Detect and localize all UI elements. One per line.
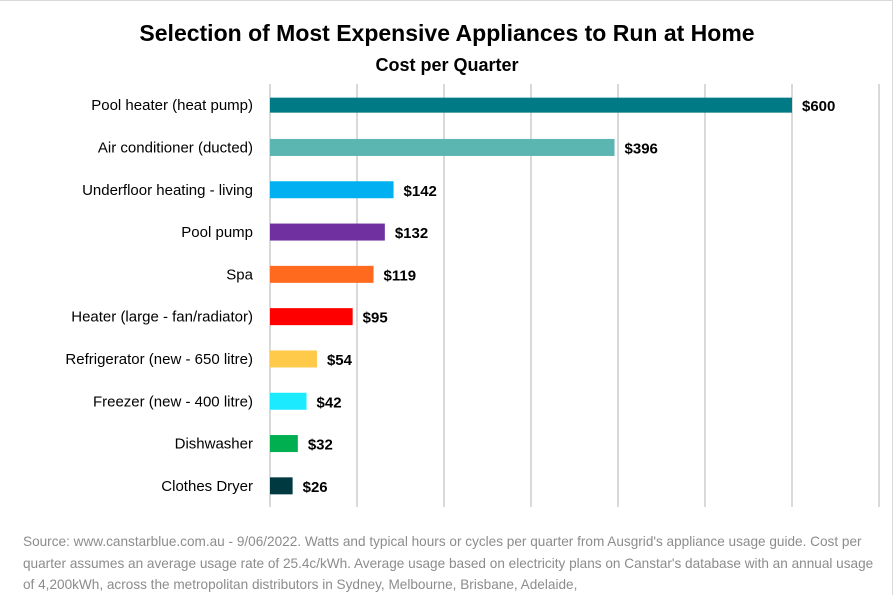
bar-6 [270, 350, 317, 368]
data-label: $119 [384, 267, 417, 284]
category-label: Heater (large - fan/radiator) [71, 309, 253, 326]
category-label: Underfloor heating - living [82, 182, 253, 199]
data-label: $32 [308, 437, 333, 454]
data-label: $26 [303, 479, 328, 496]
category-label: Refrigerator (new - 650 litre) [65, 351, 253, 368]
data-label: $396 [625, 140, 658, 157]
bar-3 [270, 223, 385, 241]
category-label: Freezer (new - 400 litre) [93, 393, 253, 410]
data-label: $142 [404, 183, 437, 200]
data-label: $132 [395, 225, 428, 242]
source-note: Source: www.canstarblue.com.au - 9/06/20… [23, 534, 874, 592]
category-label: Air conditioner (ducted) [98, 139, 253, 156]
data-label: $54 [327, 352, 353, 369]
bar-chart: Pool heater (heat pump) $600 Air condition… [65, 84, 880, 507]
bar-8 [270, 435, 298, 453]
category-label: Pool heater (heat pump) [91, 97, 253, 114]
bar-4 [270, 265, 374, 283]
category-label: Spa [226, 266, 253, 283]
category-label: Dishwasher [175, 436, 253, 453]
bar-1 [270, 138, 615, 156]
category-label: Clothes Dryer [161, 478, 253, 495]
bar-0 [270, 97, 792, 113]
bar-9 [270, 477, 293, 495]
data-label: $95 [363, 310, 388, 327]
data-label: $600 [802, 98, 835, 115]
bar-7 [270, 392, 307, 410]
data-label: $42 [317, 394, 342, 411]
bar-2 [270, 181, 394, 199]
chart-subtitle: Cost per Quarter [375, 55, 519, 75]
category-label: Pool pump [181, 224, 253, 241]
bar-5 [270, 308, 353, 326]
chart-title: Selection of Most Expensive Appliances t… [139, 20, 755, 46]
